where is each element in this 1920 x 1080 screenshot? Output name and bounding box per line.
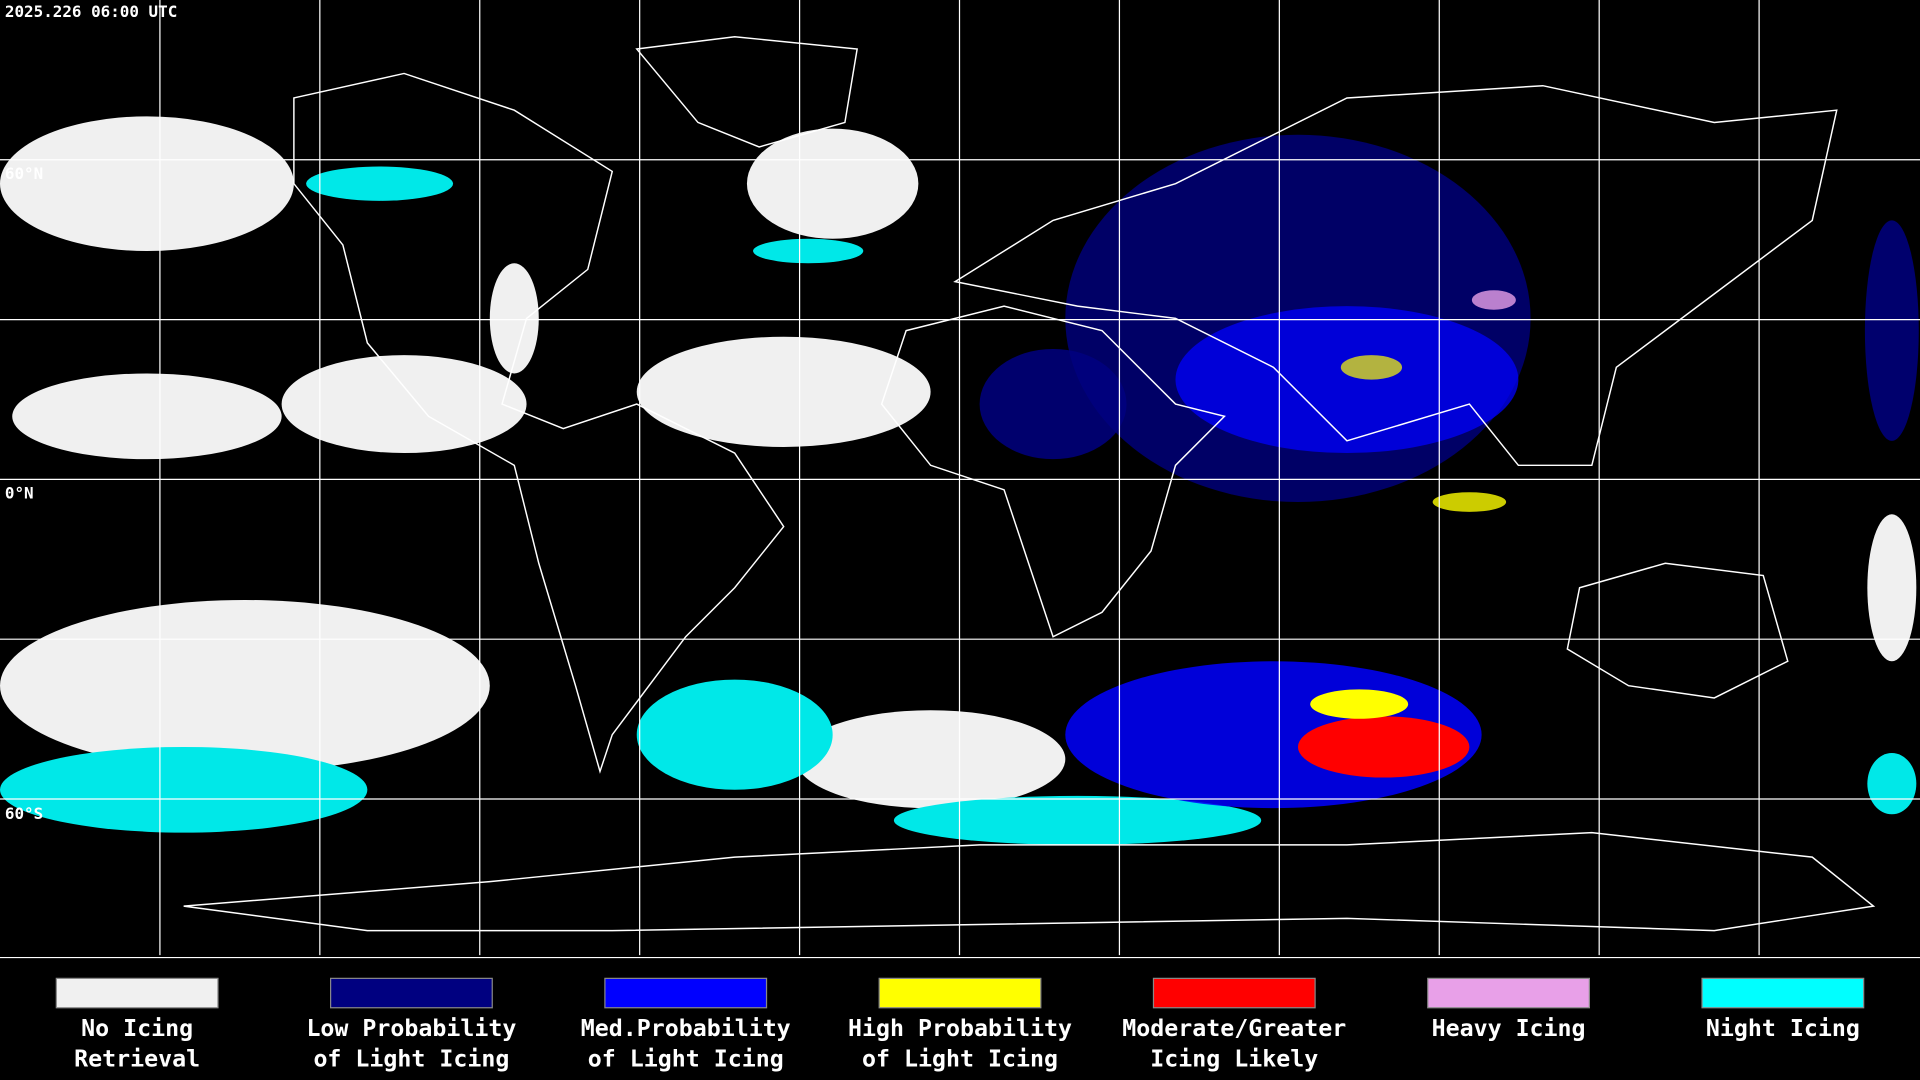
legend-label: of Light Icing [862,1046,1058,1073]
legend-swatch [1427,977,1590,1009]
legend-swatch [55,977,219,1009]
night-icing-cloud [0,166,1917,845]
legend-swatch [604,977,768,1009]
graticule [0,0,1920,959]
map: 60°N 0°N 60°S 2025.226 06:00 UTC [0,0,1920,959]
legend-label: No Icing [81,1015,193,1042]
legend-label: Heavy Icing [1432,1015,1586,1042]
latitude-label: 60°N [5,164,43,183]
timestamp: 2025.226 06:00 UTC [5,2,177,21]
legend-label: Med.Probability [581,1015,791,1042]
legend-label: Low Probability [306,1015,516,1042]
icing-probability-region [979,134,1919,809]
legend-label: Night Icing [1706,1015,1860,1042]
legend-label: of Light Icing [588,1046,784,1073]
legend-label: of Light Icing [313,1046,509,1073]
legend-label: High Probability [848,1015,1072,1042]
legend-swatch [330,977,493,1009]
latitude-label: 60°S [5,804,43,823]
latitude-labels: 60°N 0°N 60°S [5,164,43,823]
legend-swatch [1701,977,1865,1009]
legend-swatch [878,977,1042,1009]
legend: No Icing Retrieval Low Probability of Light… [55,977,1865,1073]
coastlines [183,35,1876,932]
legend-label: Moderate/Greater [1122,1015,1346,1042]
legend-swatch [1152,977,1316,1009]
no-icing-cloud [0,116,1917,809]
legend-label: Icing Likely [1150,1046,1318,1073]
legend-label: Retrieval [74,1046,200,1073]
latitude-label: 0°N [5,483,34,502]
